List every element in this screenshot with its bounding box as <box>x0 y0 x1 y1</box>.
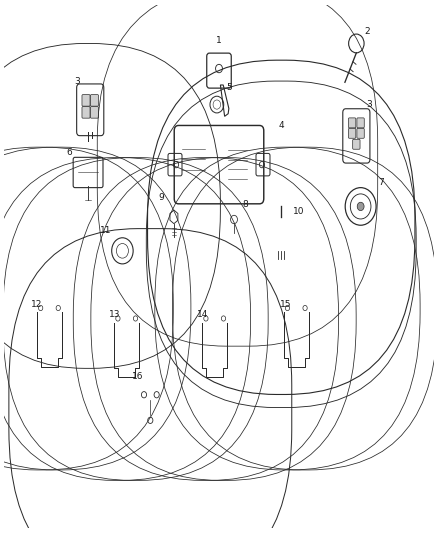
FancyBboxPatch shape <box>82 95 90 106</box>
Text: 5: 5 <box>226 83 232 92</box>
Text: 8: 8 <box>242 200 247 209</box>
FancyBboxPatch shape <box>349 128 356 138</box>
Text: 7: 7 <box>378 179 384 188</box>
FancyBboxPatch shape <box>357 118 364 128</box>
FancyBboxPatch shape <box>90 95 99 106</box>
Text: 14: 14 <box>197 310 208 319</box>
Text: 3: 3 <box>366 100 372 109</box>
Text: 16: 16 <box>132 372 143 381</box>
Text: 9: 9 <box>158 192 164 201</box>
Text: 12: 12 <box>31 300 42 309</box>
FancyBboxPatch shape <box>353 139 360 149</box>
Text: 11: 11 <box>99 227 111 236</box>
Text: 6: 6 <box>66 148 72 157</box>
Text: 13: 13 <box>109 310 120 319</box>
Text: 15: 15 <box>280 300 291 309</box>
FancyBboxPatch shape <box>349 118 356 128</box>
Circle shape <box>357 202 364 211</box>
FancyBboxPatch shape <box>90 107 99 118</box>
Text: 3: 3 <box>74 77 80 86</box>
Text: 2: 2 <box>364 27 370 36</box>
FancyBboxPatch shape <box>82 107 90 118</box>
Text: 10: 10 <box>293 207 304 216</box>
Text: 4: 4 <box>279 121 284 130</box>
FancyBboxPatch shape <box>357 128 364 138</box>
Text: 1: 1 <box>216 36 222 45</box>
